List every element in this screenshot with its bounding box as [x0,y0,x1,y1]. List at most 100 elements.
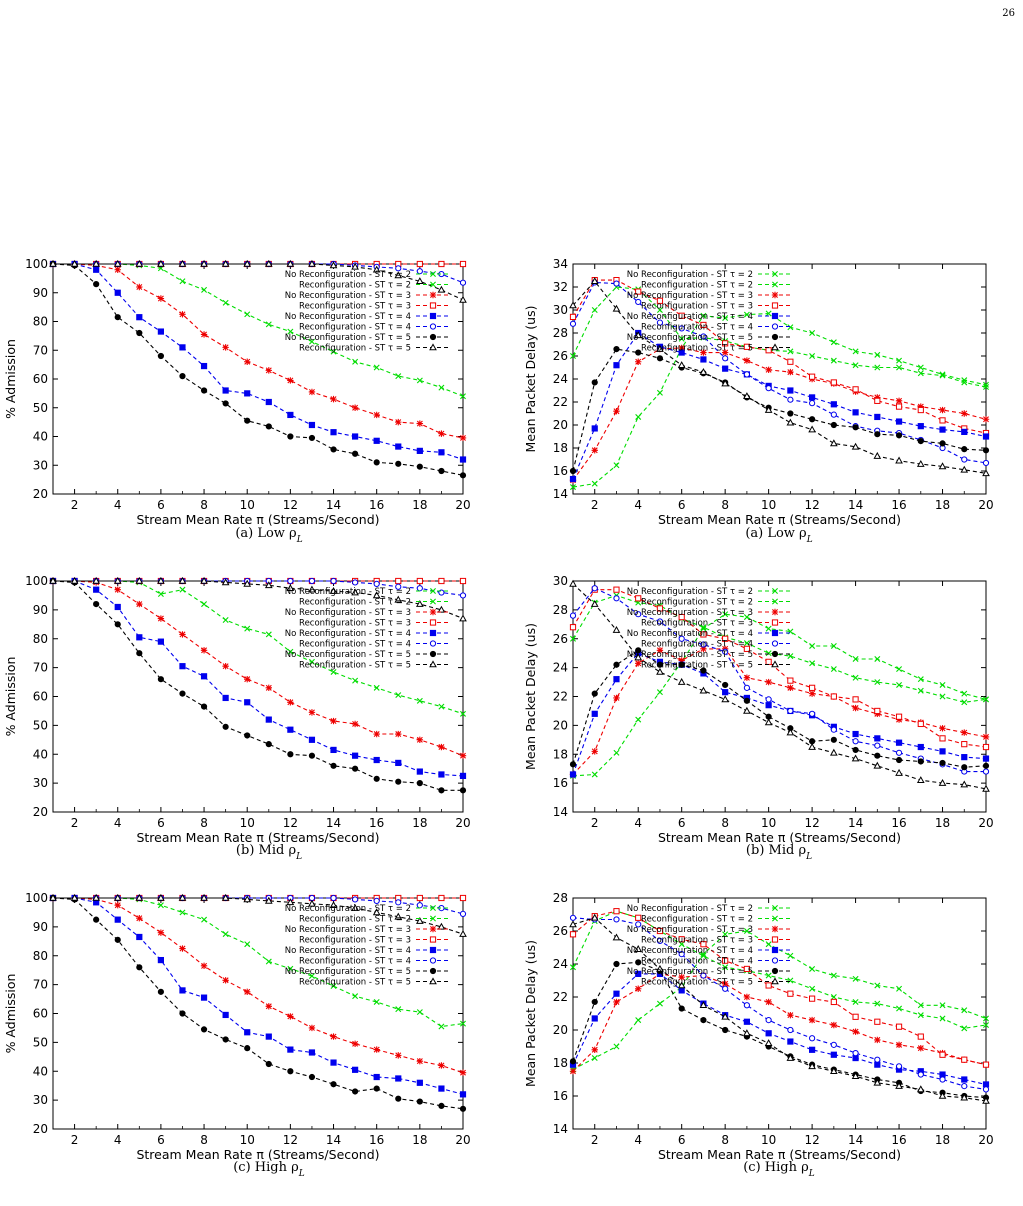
data-point [136,314,143,321]
data-point [591,998,598,1006]
data-point [764,405,773,413]
x-tick-label: 2 [591,1133,599,1147]
data-point [677,981,686,989]
data-point [961,729,968,736]
series-line [572,332,987,480]
series-line [572,348,987,472]
data-point [395,418,402,426]
data-point [787,684,794,692]
data-point [157,956,164,964]
series-7 [49,259,467,303]
legend-label: Reconfiguration - ST τ = 4 [641,640,753,650]
series-line [572,347,987,481]
legend-marker [771,608,779,616]
data-point [372,591,381,599]
x-tick-label: 20 [978,816,993,830]
data-point [786,418,795,426]
legend-label: No Reconfiguration - ST τ = 4 [627,946,753,956]
x-tick-label: 6 [678,498,686,512]
data-point [157,576,165,584]
data-point [722,957,729,964]
caption-subscript: L [806,535,813,545]
data-point [416,768,423,775]
data-point [70,893,79,901]
data-point [93,266,100,273]
data-point [983,696,989,703]
data-point [874,742,881,749]
data-point [416,585,423,592]
legend-label: No Reconfiguration - ST τ = 3 [285,608,411,618]
data-point [569,771,577,778]
data-point [200,259,208,267]
x-axis-label: Stream Mean Rate π (Streams/Second) [658,512,901,527]
legend-label: No Reconfiguration - ST τ = 3 [627,608,753,618]
legend-marker [771,936,779,943]
y-axis-label: % Admission [3,974,18,1054]
legend: No Reconfiguration - ST τ = 2 Reconfigura… [627,587,793,671]
data-point [136,634,143,641]
y-tick-label: 22 [553,990,568,1004]
data-point [372,908,381,916]
legend-marker [429,936,437,943]
data-point [612,625,621,633]
data-point [351,1040,359,1048]
data-point [136,650,143,657]
x-tick-label: 20 [455,816,470,830]
data-point [244,699,251,706]
data-point [613,595,620,602]
data-point [613,749,620,756]
data-point [244,311,251,318]
data-point [373,411,380,419]
data-point [591,1055,598,1062]
data-point [416,377,423,384]
data-point [809,684,816,691]
data-point [787,1026,794,1034]
legend-label: No Reconfiguration - ST τ = 2 [627,587,753,597]
data-point [222,1011,229,1019]
data-point [136,964,143,971]
data-point [765,678,772,686]
data-point [656,1000,663,1007]
data-point [416,268,423,275]
data-point [765,1017,772,1024]
series-3 [569,908,990,1068]
legend-marker [429,333,437,341]
data-point [352,993,359,1000]
y-tick-label: 90 [33,603,48,617]
series-5 [569,585,990,775]
data-point [656,319,664,326]
data-point [787,348,794,355]
data-point [939,417,946,424]
data-point [569,931,577,938]
y-tick-label: 14 [553,487,568,501]
data-point [830,379,837,386]
data-point [852,674,859,681]
data-point [114,603,121,611]
data-point [612,933,621,941]
data-point [613,362,620,369]
data-point [308,259,316,267]
x-tick-label: 8 [200,498,208,512]
data-point [201,601,208,608]
legend-label: No Reconfiguration - ST τ = 4 [285,946,411,956]
data-point [590,277,599,285]
data-point [308,434,316,442]
data-point [113,893,122,901]
data-point [243,259,252,267]
y-tick-label: 30 [33,458,48,472]
data-point [438,449,445,456]
y-tick-label: 24 [553,957,568,971]
series-line [53,580,464,715]
data-point [416,260,423,268]
data-point [114,936,121,943]
data-point [830,1051,837,1058]
data-point [265,1060,272,1068]
legend-marker [429,323,437,330]
series-6 [49,260,467,479]
data-point [221,893,230,901]
series-5 [569,914,990,1093]
series-line [572,594,987,703]
data-point [590,913,599,921]
data-point [438,1023,445,1030]
data-point [895,1081,903,1089]
